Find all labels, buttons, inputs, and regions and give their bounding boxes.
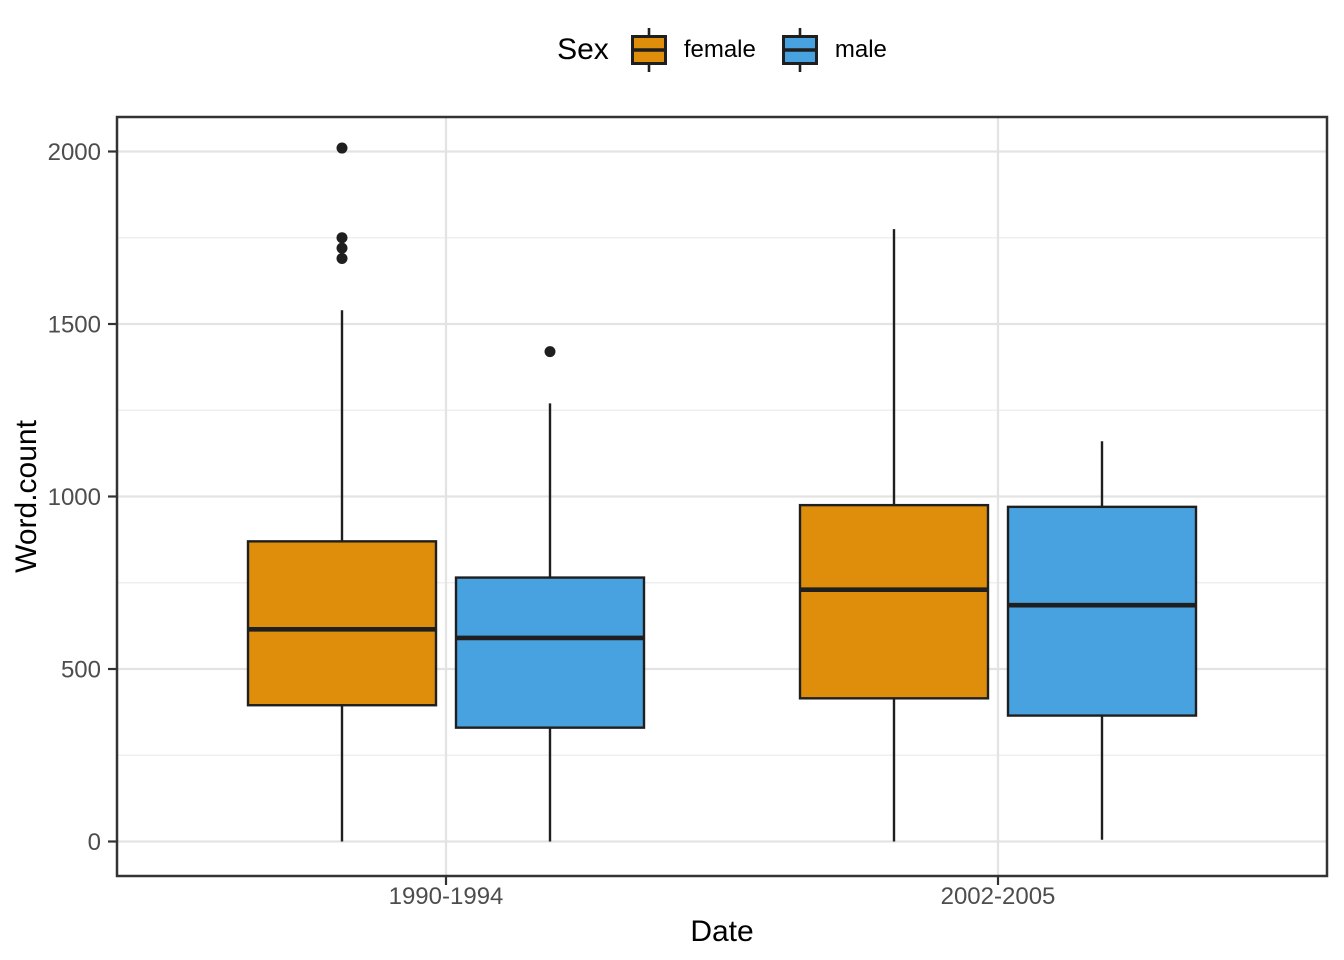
x-tick-label: 1990-1994 — [389, 883, 504, 910]
x-axis-title: Date — [690, 915, 753, 948]
boxplot-key-icon — [630, 28, 667, 72]
outlier-dot-male-1990-1994 — [544, 346, 556, 358]
y-tick-label: 1000 — [48, 484, 101, 511]
legend-item-male: male — [780, 27, 887, 73]
outlier-dot-female-1990-1994 — [336, 232, 348, 244]
legend: Sex female male — [117, 24, 1327, 76]
y-tick-label: 500 — [61, 657, 101, 684]
legend-item-female: female — [629, 27, 756, 73]
box-female-2002-2005 — [798, 503, 990, 700]
boxplot-key-icon — [781, 28, 818, 72]
y-axis-title: Word.count — [10, 419, 43, 573]
legend-label-female: female — [683, 36, 756, 63]
box-male-1990-1994 — [454, 576, 646, 729]
box-male-2002-2005 — [1006, 505, 1198, 717]
y-tick-label: 1500 — [48, 312, 101, 339]
outlier-dot-female-1990-1994 — [336, 252, 348, 264]
outlier-dot-female-1990-1994 — [336, 142, 348, 154]
legend-label-male: male — [834, 36, 887, 63]
outlier-dot-female-1990-1994 — [336, 242, 348, 254]
legend-title: Sex — [557, 33, 609, 66]
x-tick-label: 2002-2005 — [941, 883, 1056, 910]
y-tick-label: 2000 — [48, 139, 101, 166]
box-female-1990-1994 — [246, 540, 438, 707]
y-tick-label: 0 — [88, 829, 101, 856]
